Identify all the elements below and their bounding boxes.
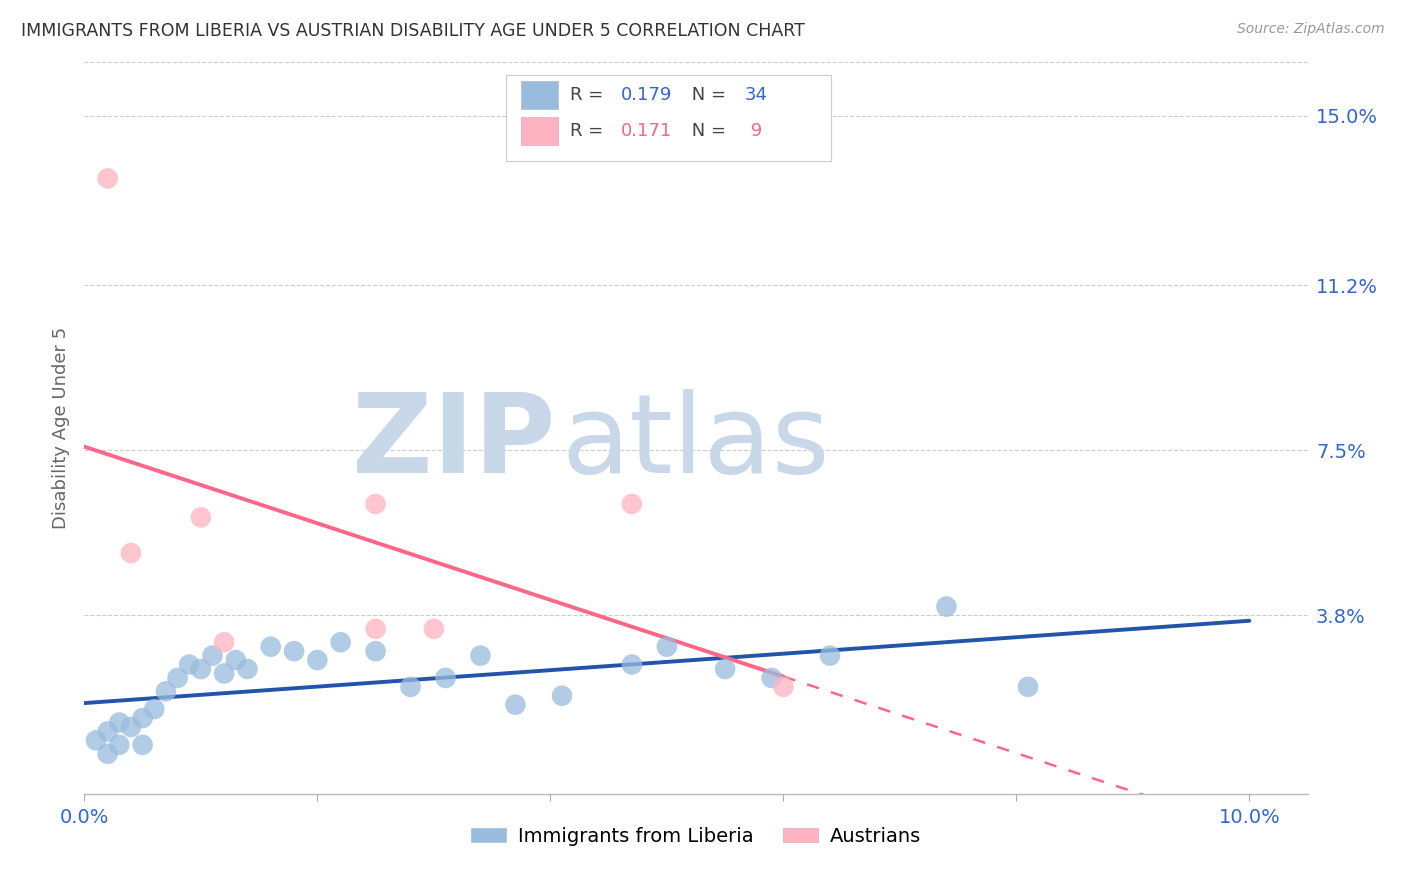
Point [307, 653, 329, 667]
Text: 0.171: 0.171 [621, 122, 672, 140]
Text: ZIP: ZIP [352, 389, 555, 496]
Text: atlas: atlas [561, 389, 830, 496]
Point [655, 640, 678, 654]
Point [434, 671, 457, 685]
Point [84, 733, 107, 747]
Point [551, 689, 574, 703]
Text: N =: N = [686, 122, 733, 140]
Point [201, 648, 224, 663]
Point [1017, 680, 1039, 694]
Point [260, 640, 283, 654]
Point [329, 635, 352, 649]
Point [212, 635, 235, 649]
Text: R =: R = [569, 86, 609, 103]
Point [620, 657, 643, 672]
Point [935, 599, 957, 614]
Point [364, 644, 387, 658]
Text: 0.179: 0.179 [621, 86, 672, 103]
Point [772, 680, 794, 694]
FancyBboxPatch shape [522, 80, 558, 109]
Point [179, 657, 201, 672]
Point [97, 171, 120, 186]
Text: R =: R = [569, 122, 609, 140]
Legend: Immigrants from Liberia, Austrians: Immigrants from Liberia, Austrians [464, 819, 928, 854]
Point [364, 497, 387, 511]
Point [761, 671, 783, 685]
Point [131, 738, 153, 752]
Point [143, 702, 166, 716]
Text: 34: 34 [745, 86, 768, 103]
Point [166, 671, 188, 685]
Y-axis label: Disability Age Under 5: Disability Age Under 5 [52, 327, 70, 529]
Point [120, 546, 142, 560]
Point [818, 648, 841, 663]
Point [225, 653, 247, 667]
Point [108, 715, 131, 730]
Point [108, 738, 131, 752]
Point [399, 680, 422, 694]
Point [236, 662, 259, 676]
Point [131, 711, 153, 725]
Point [212, 666, 235, 681]
Point [190, 510, 212, 524]
Text: 9: 9 [745, 122, 762, 140]
Text: Source: ZipAtlas.com: Source: ZipAtlas.com [1237, 22, 1385, 37]
Point [155, 684, 177, 698]
Point [364, 622, 387, 636]
Point [283, 644, 305, 658]
FancyBboxPatch shape [522, 117, 558, 145]
Point [620, 497, 643, 511]
Point [97, 747, 120, 761]
Point [190, 662, 212, 676]
Point [714, 662, 737, 676]
FancyBboxPatch shape [506, 75, 831, 161]
Text: IMMIGRANTS FROM LIBERIA VS AUSTRIAN DISABILITY AGE UNDER 5 CORRELATION CHART: IMMIGRANTS FROM LIBERIA VS AUSTRIAN DISA… [21, 22, 806, 40]
Point [423, 622, 446, 636]
Point [470, 648, 492, 663]
Point [97, 724, 120, 739]
Point [505, 698, 527, 712]
Text: N =: N = [686, 86, 733, 103]
Point [120, 720, 142, 734]
